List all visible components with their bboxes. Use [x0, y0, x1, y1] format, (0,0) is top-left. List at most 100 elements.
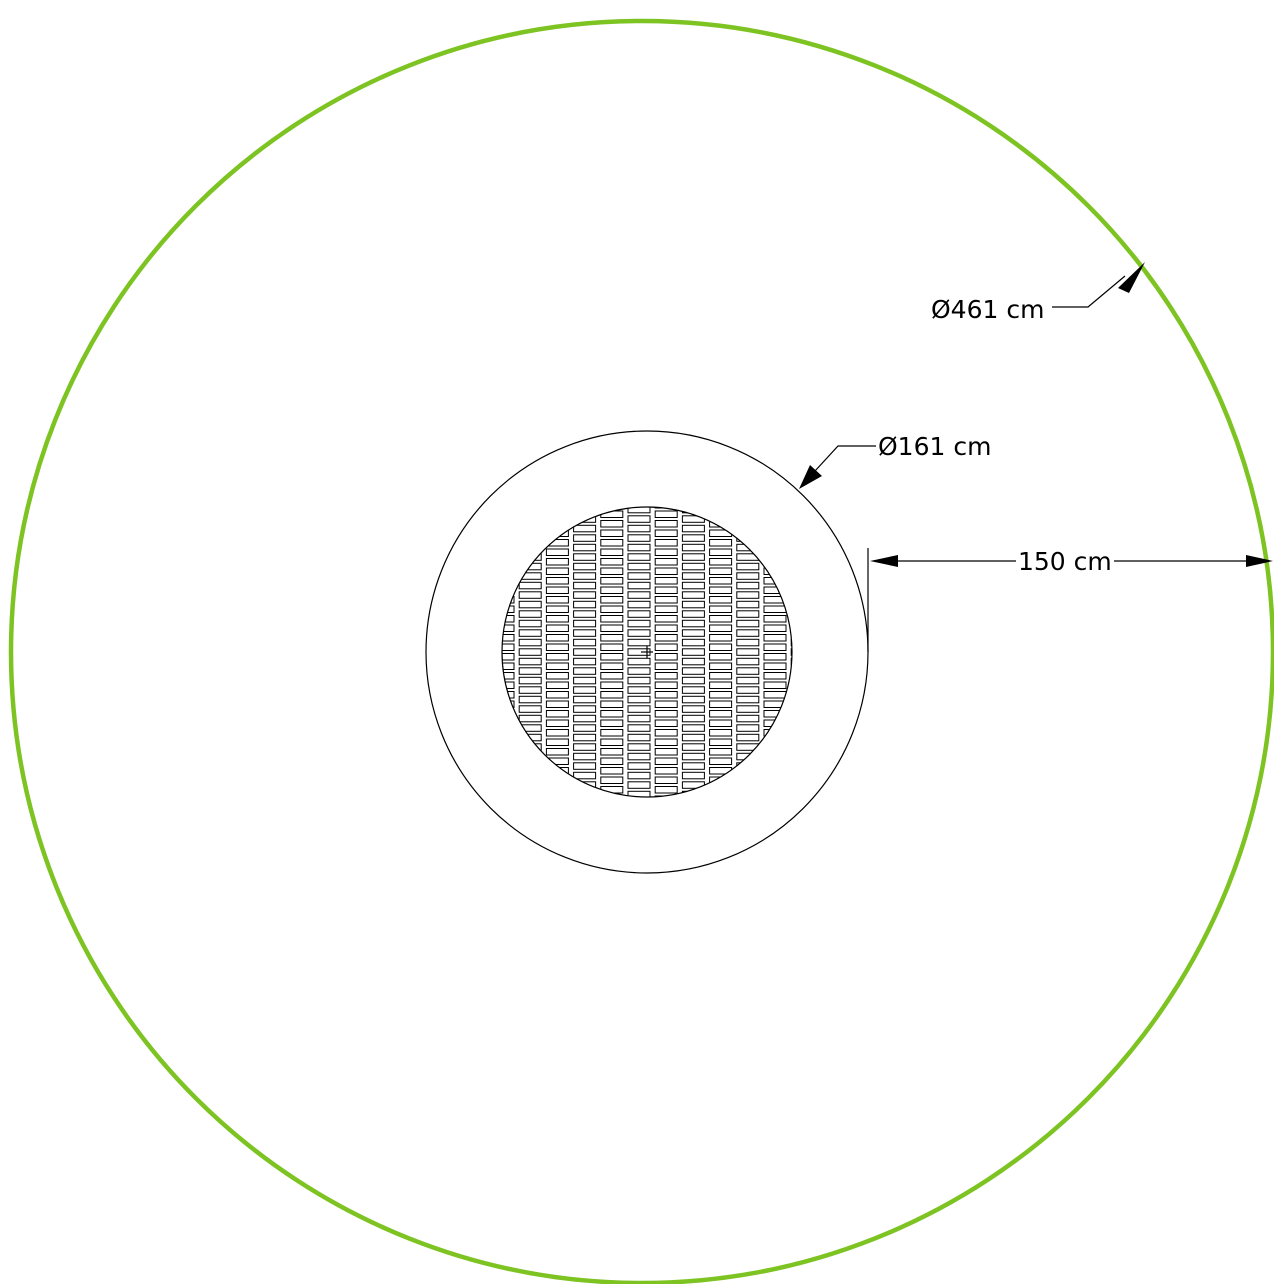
brick-tile [763, 748, 787, 756]
brick-tile [627, 667, 651, 675]
brick-tile [654, 681, 678, 689]
ring-diameter-leader [799, 445, 876, 489]
brick-tile [518, 705, 542, 713]
brick-tile [627, 762, 651, 770]
brick-tile [763, 643, 787, 651]
brick-tile [763, 681, 787, 689]
brick-tile [709, 615, 733, 623]
clearance-dimension [867, 548, 1273, 652]
brick-tile [681, 572, 705, 580]
brick-tile [502, 548, 515, 556]
brick-tile [600, 719, 624, 727]
brick-tile [502, 729, 515, 737]
brick-tile [627, 686, 651, 694]
brick-tile [709, 529, 733, 537]
brick-tile [790, 676, 792, 685]
brick-tile [518, 524, 542, 533]
brick-tile [545, 605, 569, 613]
brick-tile [654, 510, 678, 518]
brick-tile [736, 619, 760, 628]
brick-tile [545, 795, 569, 797]
brick-tile [518, 629, 542, 637]
brick-tile [790, 790, 792, 797]
brick-tile [763, 558, 787, 566]
brick-tile [763, 776, 787, 784]
brick-tile [600, 748, 624, 756]
brick-tile [545, 643, 569, 651]
center-mark [641, 646, 653, 658]
brick-tile [709, 691, 733, 699]
brick-tile [763, 634, 787, 642]
brick-tile [573, 619, 597, 628]
brick-tile [600, 662, 624, 670]
brick-tile [627, 610, 651, 618]
brick-tile [627, 790, 651, 797]
brick-tile [573, 572, 597, 580]
brick-tile [518, 610, 542, 618]
brick-tile [545, 558, 569, 566]
brick-tile [764, 806, 786, 813]
brick-tile [627, 752, 651, 761]
brick-tile [573, 648, 597, 656]
brick-tile [600, 786, 624, 794]
brick-tile [654, 672, 678, 680]
brick-tile [681, 686, 705, 694]
brick-tile [763, 710, 787, 718]
outer-diameter-leader [1052, 262, 1145, 308]
brick-tile [502, 776, 515, 784]
brick-tile [790, 752, 792, 761]
brick-tile [492, 492, 514, 499]
brick-tile [736, 657, 760, 666]
brick-tile [545, 624, 569, 632]
brick-tile [681, 610, 705, 618]
brick-tile [790, 524, 792, 533]
brick-tile [573, 600, 597, 609]
brick-tile [790, 762, 792, 770]
brick-tile [627, 695, 651, 704]
brick-tile [736, 515, 760, 523]
brick-tile [627, 600, 651, 609]
brick-tile [681, 762, 705, 770]
brick-tile [502, 786, 515, 794]
brick-tile [519, 497, 541, 504]
brick-tile [545, 700, 569, 708]
brick-tile [736, 771, 760, 780]
brick-tile [545, 507, 569, 509]
brick-tile [709, 795, 733, 797]
brick-tile [682, 801, 704, 808]
brick-tile [573, 790, 597, 797]
brick-tile [736, 581, 760, 590]
brick-tile [573, 591, 597, 599]
brick-tile [763, 605, 787, 613]
brick-tile [600, 605, 624, 613]
brick-tile [681, 743, 705, 751]
brick-tile [681, 534, 705, 542]
brick-tile [573, 534, 597, 542]
brick-tile [573, 610, 597, 618]
brick-tile [709, 507, 733, 509]
brick-tile [573, 581, 597, 590]
brick-tile [518, 667, 542, 675]
brick-tile [545, 691, 569, 699]
brick-tile [654, 786, 678, 794]
brick-tile [681, 581, 705, 590]
brick-tile [502, 691, 515, 699]
brick-tile [736, 695, 760, 704]
brick-tile [709, 605, 733, 613]
brick-tile [600, 795, 624, 797]
brick-tile [600, 529, 624, 537]
brick-tile [545, 548, 569, 556]
brick-tile [545, 786, 569, 794]
brick-tile [681, 705, 705, 713]
brick-tile [736, 781, 760, 789]
brick-tile [654, 767, 678, 775]
safety-zone-circle [8, 18, 1274, 1284]
brick-tile [573, 553, 597, 561]
brick-tile [709, 577, 733, 585]
brick-tile [681, 638, 705, 647]
brick-tile [627, 524, 651, 533]
brick-tile [518, 714, 542, 723]
brick-tile [763, 672, 787, 680]
brick-tile [518, 790, 542, 797]
brick-tile [763, 510, 787, 518]
